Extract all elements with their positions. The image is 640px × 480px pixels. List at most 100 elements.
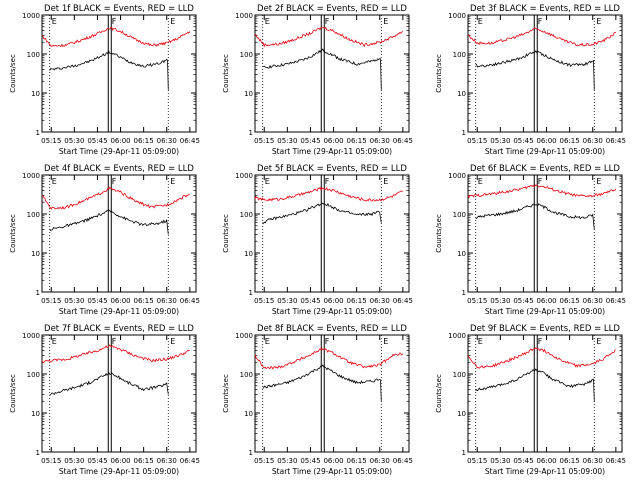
marker-label: E <box>170 337 175 346</box>
y-tick-label: 1 <box>249 289 253 297</box>
x-tick-label: 06:15 <box>560 137 580 145</box>
y-tick-label: 1000 <box>235 332 253 340</box>
y-tick-label: 1000 <box>22 332 40 340</box>
series-line-events <box>475 203 595 230</box>
x-tick-label: 06:15 <box>560 457 580 465</box>
x-tick-label: 06:30 <box>157 457 177 465</box>
y-tick-label: 1 <box>462 289 466 297</box>
x-tick-label: 05:15 <box>467 297 487 305</box>
plot-frame <box>254 14 410 133</box>
x-tick-label: 05:30 <box>64 137 84 145</box>
series-line-events <box>49 371 169 396</box>
series-line-lld <box>467 184 617 199</box>
series-line-events <box>475 50 595 90</box>
marker-label: E <box>596 17 601 26</box>
chart-panel-5: Det 5f BLACK = Events, RED = LLD Start Ti… <box>222 164 413 316</box>
chart-panel-7: Det 7f BLACK = Events, RED = LLD Start Ti… <box>9 324 200 476</box>
x-tick-label: 06:00 <box>536 457 556 465</box>
marker-label: E <box>383 337 388 346</box>
series-line-lld <box>467 347 616 369</box>
chart-title: Det 6f BLACK = Events, RED = LLD <box>470 164 620 174</box>
chart-title: Det 5f BLACK = Events, RED = LLD <box>257 164 407 174</box>
y-tick-label: 1000 <box>448 332 466 340</box>
x-tick-label: 06:00 <box>323 137 343 145</box>
chart-panel-1: Det 1f BLACK = Events, RED = LLD Start Ti… <box>9 4 200 156</box>
series-line-events <box>262 364 382 402</box>
y-tick-label: 100 <box>453 51 466 59</box>
y-axis-label: Counts/sec <box>435 374 443 413</box>
y-tick-label: 100 <box>27 371 40 379</box>
x-tick-label: 05:45 <box>513 137 533 145</box>
y-axis-label: Counts/sec <box>435 214 443 253</box>
x-tick-label: 06:30 <box>583 297 603 305</box>
x-axis-label: Start Time (29-Apr-11 05:09:00) <box>272 307 392 316</box>
chart-panel-2: Det 2f BLACK = Events, RED = LLD Start Ti… <box>222 4 413 156</box>
marker-label: E <box>265 177 270 186</box>
chart-panel-6: Det 6f BLACK = Events, RED = LLD Start Ti… <box>435 164 626 316</box>
x-tick-label: 06:15 <box>134 137 154 145</box>
x-tick-label: 05:15 <box>254 457 274 465</box>
marker-label: F <box>325 17 330 26</box>
y-tick-label: 1 <box>462 449 466 457</box>
marker-label: E <box>170 17 175 26</box>
y-tick-label: 10 <box>244 410 253 418</box>
x-tick-label: 06:30 <box>370 297 390 305</box>
y-tick-label: 1 <box>249 129 253 137</box>
series-line-lld <box>41 186 191 210</box>
y-tick-label: 10 <box>31 410 40 418</box>
x-tick-label: 05:30 <box>64 457 84 465</box>
marker-label: F <box>112 17 117 26</box>
chart-title: Det 8f BLACK = Events, RED = LLD <box>257 324 407 334</box>
marker-label: E <box>478 337 483 346</box>
x-tick-label: 06:15 <box>347 137 367 145</box>
y-tick-label: 10 <box>244 90 253 98</box>
x-tick-label: 06:30 <box>583 137 603 145</box>
x-tick-label: 06:45 <box>393 297 413 305</box>
marker-label: E <box>52 337 57 346</box>
plot-frame <box>467 14 623 133</box>
marker-label: F <box>325 337 330 346</box>
marker-label: E <box>596 337 601 346</box>
x-tick-label: 05:45 <box>87 457 107 465</box>
chart-panel-8: Det 8f BLACK = Events, RED = LLD Start Ti… <box>222 324 413 476</box>
y-tick-label: 1000 <box>448 172 466 180</box>
x-tick-label: 06:45 <box>180 297 200 305</box>
x-tick-label: 06:45 <box>606 457 626 465</box>
series-line-lld <box>41 26 191 48</box>
y-tick-label: 1 <box>36 289 40 297</box>
x-axis-label: Start Time (29-Apr-11 05:09:00) <box>272 147 392 156</box>
x-tick-label: 05:45 <box>513 457 533 465</box>
y-tick-label: 10 <box>457 90 466 98</box>
y-tick-label: 100 <box>240 51 253 59</box>
y-axis-label: Counts/sec <box>222 54 230 93</box>
marker-label: F <box>538 177 543 186</box>
series-line-lld <box>467 27 617 47</box>
series-line-events <box>475 368 595 402</box>
x-axis-label: Start Time (29-Apr-11 05:09:00) <box>485 467 605 476</box>
chart-title: Det 3f BLACK = Events, RED = LLD <box>470 4 620 14</box>
x-tick-label: 05:30 <box>277 457 297 465</box>
x-tick-label: 06:30 <box>370 137 390 145</box>
x-axis-label: Start Time (29-Apr-11 05:09:00) <box>272 467 392 476</box>
x-tick-label: 05:30 <box>490 297 510 305</box>
y-tick-label: 100 <box>27 51 40 59</box>
series-line-lld <box>41 344 190 363</box>
marker-label: E <box>596 177 601 186</box>
y-tick-label: 10 <box>31 250 40 258</box>
series-line-events <box>49 50 169 90</box>
marker-label: E <box>170 177 175 186</box>
x-tick-label: 06:45 <box>606 137 626 145</box>
x-tick-label: 05:30 <box>490 457 510 465</box>
x-tick-label: 06:45 <box>180 137 200 145</box>
x-tick-label: 05:15 <box>467 137 487 145</box>
x-axis-label: Start Time (29-Apr-11 05:09:00) <box>59 467 179 476</box>
x-tick-label: 06:00 <box>110 137 130 145</box>
x-tick-label: 06:00 <box>110 297 130 305</box>
x-tick-label: 06:30 <box>157 137 177 145</box>
y-axis-label: Counts/sec <box>9 374 17 413</box>
series-line-events <box>49 209 169 235</box>
chart-panel-9: Det 9f BLACK = Events, RED = LLD Start Ti… <box>435 324 626 476</box>
chart-title: Det 9f BLACK = Events, RED = LLD <box>470 324 620 334</box>
